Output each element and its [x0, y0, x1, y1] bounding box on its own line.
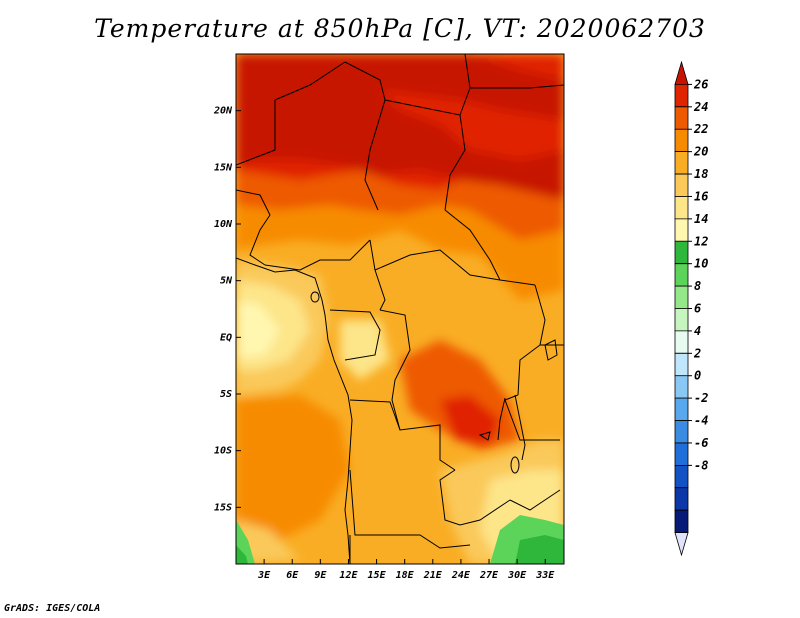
colorbar-swatch-7 [674, 218, 689, 242]
colorbar-label-17: -8 [694, 458, 708, 472]
colorbar-swatch-14 [674, 375, 689, 399]
colorbar-label-8: 10 [694, 257, 708, 271]
lon-tick-label-10: 33E [535, 570, 555, 581]
colorbar-swatch-18 [674, 464, 689, 489]
lon-tick-label-4: 15E [368, 570, 387, 581]
chart-title: Temperature at 850hPa [C], VT: 202006270… [94, 14, 706, 43]
colorbar-swatch-12 [674, 330, 689, 354]
lon-tick-label-9: 30E [507, 570, 527, 581]
colorbar-label-11: 4 [694, 324, 701, 338]
colorbar-label-13: 0 [694, 369, 701, 383]
colorbar-swatch-8 [674, 240, 689, 265]
colorbar-swatch-17 [674, 442, 689, 466]
colorbar-swatch-3 [674, 128, 689, 153]
colorbar-swatch-13 [674, 352, 689, 377]
longitude-axis: 3E 6E 9E 12E 15E 18E 21E 24E 27E 30E 33E [257, 559, 555, 581]
lon-tick-label-5: 18E [396, 570, 415, 581]
lon-tick-label-8: 27E [479, 570, 499, 581]
lakes [310, 291, 558, 474]
colorbar-label-14: -2 [694, 391, 708, 405]
lat-tick-label-6: 10S [214, 446, 232, 457]
colorbar-label-5: 16 [694, 189, 708, 203]
colorbar-swatch-11 [674, 308, 689, 332]
colorbar-swatch-1 [674, 84, 689, 108]
colorbar-swatch-4 [674, 151, 689, 175]
colorbar-label-12: 2 [693, 346, 701, 360]
colorbar-label-7: 12 [694, 234, 708, 248]
colorbar-swatch-0 [674, 60, 689, 85]
latitude-axis: 20N 15N 10N 5N EQ 5S 10S 15S [213, 106, 241, 513]
colorbar-swatch-10 [674, 285, 689, 309]
temperature-field [236, 54, 564, 564]
lon-tick-label-2: 9E [314, 570, 327, 581]
lat-tick-label-4: EQ [220, 332, 232, 343]
lon-tick-label-7: 24E [451, 570, 471, 581]
lat-tick-label-3: 5N [220, 276, 233, 287]
colorbar-swatch-6 [674, 196, 689, 220]
colorbar-label-16: -6 [694, 436, 708, 450]
lat-tick-label-1: 15N [214, 162, 233, 173]
colorbar-label-2: 22 [693, 122, 708, 136]
colorbar-label-6: 14 [694, 212, 708, 226]
colorbar-label-4: 18 [694, 167, 708, 181]
colorbar-swatch-16 [674, 420, 689, 444]
lon-tick-label-3: 12E [339, 570, 358, 581]
colorbar-swatch-15 [674, 397, 689, 421]
colorbar-swatch-20 [674, 509, 689, 533]
colorbar-swatch-19 [674, 487, 689, 511]
plot-frame [235, 53, 565, 565]
colorbar-label-15: -4 [694, 414, 708, 428]
lat-tick-label-7: 15S [214, 502, 232, 513]
colorbar-label-3: 20 [693, 145, 708, 159]
lon-tick-label-0: 3E [257, 570, 271, 581]
colorbar-swatch-21 [674, 532, 689, 557]
lat-tick-label-0: 20N [213, 106, 233, 117]
colorbar-label-10: 6 [694, 302, 701, 316]
colorbar-swatch-2 [674, 106, 689, 130]
colorbar-label-9: 8 [694, 279, 701, 293]
coastline [236, 257, 353, 564]
colorbar-swatch-5 [674, 173, 689, 197]
country-borders [236, 54, 564, 564]
colorbar-label-0: 26 [693, 77, 708, 91]
colorbar-swatch-9 [674, 263, 689, 287]
lon-tick-label-6: 21E [423, 570, 443, 581]
colorbar-label-1: 24 [693, 100, 708, 114]
lat-tick-label-2: 10N [214, 219, 233, 230]
lat-tick-label-5: 5S [220, 389, 232, 400]
credit-text: GrADS: IGES/COLA [4, 603, 101, 614]
lon-tick-label-1: 6E [286, 570, 299, 581]
